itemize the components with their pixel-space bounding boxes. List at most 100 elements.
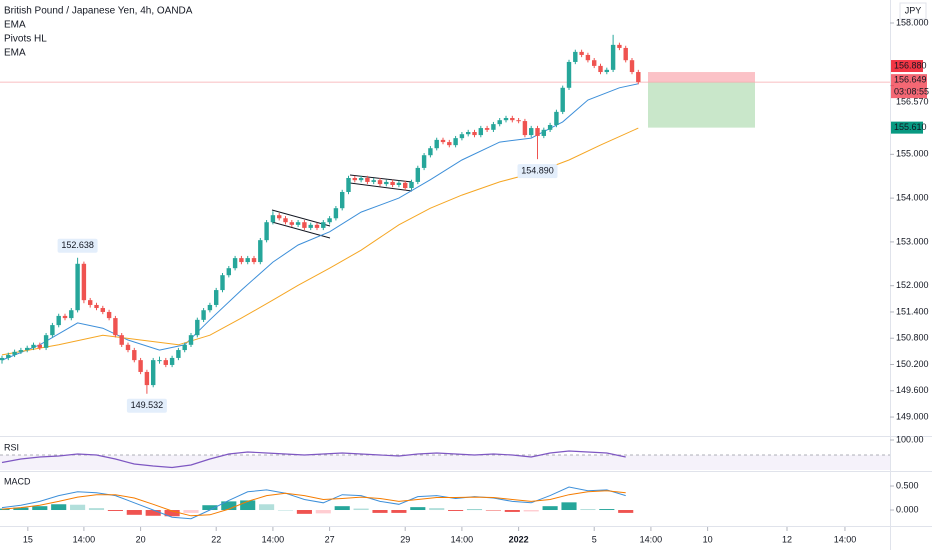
candle-body [522,121,528,136]
candle-body [579,51,584,55]
currency-box [899,2,927,20]
target-label-box [891,121,923,134]
candle-body [12,351,17,355]
candle-body [472,132,477,136]
x-tick-label: 14:00 [262,534,285,544]
x-tick-label: 2022 [509,534,529,544]
candle-body [119,335,124,345]
candle-body [541,129,547,136]
candle-body [100,308,106,312]
candle-body [453,138,458,146]
candle-body [144,371,150,386]
legend-entry: Pivots HL [4,34,47,45]
histogram-bar [523,510,539,512]
x-tick-label: 14:00 [451,534,474,544]
x-tick-label: 14:00 [640,534,663,544]
y-tick-label: 150.800 [896,333,929,343]
candle-body [0,357,5,361]
entry-label: 156.649 [894,75,927,85]
candle-body [69,310,74,319]
candle-body [308,224,313,228]
signal-line [1,490,626,517]
stop-zone [648,72,755,83]
histogram-bar [372,510,388,513]
candle-body [421,155,427,168]
candle-body [629,60,635,73]
candle-body [333,208,339,219]
x-tick-label: 12 [782,534,792,544]
candle-body [106,311,112,319]
candle-body [384,181,389,185]
candle-body [535,128,540,136]
y-tick-label: 149.600 [896,385,929,395]
pivot-box [57,238,98,253]
histogram-bar [126,510,142,515]
histogram-bar [183,510,199,513]
candle-body [346,177,351,192]
y-tick-label: 149.000 [896,411,929,421]
candle-body [50,325,55,336]
y-tick-label: 153.000 [896,236,929,246]
countdown: 03:08:55 [894,87,929,97]
candle-body [258,240,263,263]
candle-body [415,167,421,182]
candle-body [289,222,295,225]
candle-body [409,181,414,189]
target-label: 155.610 [894,122,927,132]
candle-body [592,60,597,66]
legend: British Pound / Japanese Yen, 4h, OANDA … [4,6,193,59]
histogram-bar [504,510,520,512]
x-tick-label: 10 [703,534,713,544]
candle-body [434,139,439,149]
candle-body [239,258,244,263]
candle-body [617,44,622,48]
histogram-bar [32,506,48,511]
candle-body [31,344,36,348]
candle-body [43,335,49,348]
candle-body [510,117,515,121]
candle-body [176,350,181,358]
candle-body [75,263,80,311]
candle-body [220,275,225,291]
x-tick-label: 5 [592,534,597,544]
y-tick-label: 100.00 [896,434,924,444]
pivot-label: 152.638 [61,240,94,250]
candle-body [182,344,187,351]
histogram-bar [410,507,426,511]
candle-body [302,222,307,228]
candle-body [560,87,565,112]
histogram-bar [240,500,256,511]
y-tick-label: 156.570 [896,97,929,107]
stop-label: 156.880 [894,60,927,70]
candle-body [598,65,603,73]
candle-body [554,111,559,126]
candle-body [56,315,61,326]
histogram-bar [202,505,218,511]
candle-body [276,215,282,219]
y-tick-label: 154.000 [896,193,929,203]
candle-body [566,61,572,88]
candle-body [113,318,118,336]
y-tick-label: 151.400 [896,306,929,316]
candle-body [264,222,269,241]
rsi-line [1,450,626,469]
histogram-bar [259,504,275,511]
candle-body [169,357,175,365]
histogram-bar [88,508,105,511]
flag-line [271,209,331,227]
candle-body [466,132,471,135]
histogram-bar [618,510,634,513]
histogram-bar [485,510,501,511]
rsi-label: RSI [4,442,19,452]
y-tick-label: 158.000 [896,17,929,27]
histogram-bar [70,504,86,511]
candle-body [295,222,301,225]
candle-body [327,218,332,223]
histogram-bar [296,510,312,514]
candle-body [484,128,490,130]
legend-title: British Pound / Japanese Yen, 4h, OANDA [4,6,193,17]
candle-body [125,344,131,351]
x-tick-label: 14:00 [73,534,96,544]
